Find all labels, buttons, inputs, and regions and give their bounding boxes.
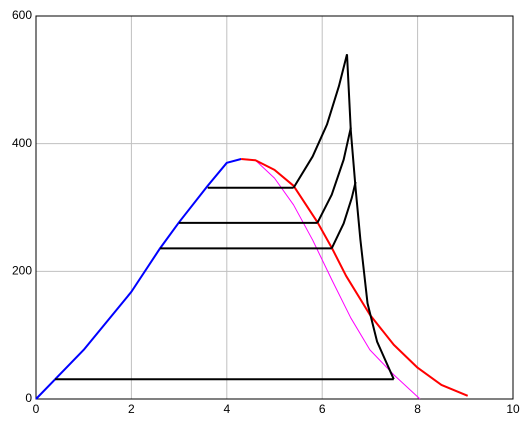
data-line [316, 127, 352, 224]
plot-frame [35, 15, 514, 400]
x-tick-label: 2 [128, 402, 135, 416]
data-line [330, 181, 357, 249]
x-tick-label: 6 [319, 402, 326, 416]
x-tick-label: 0 [33, 402, 40, 416]
y-tick-label: 200 [12, 264, 32, 278]
data-line [241, 157, 469, 397]
data-line [346, 54, 395, 380]
data-line [245, 158, 421, 400]
x-tick-label: 10 [506, 402, 520, 416]
x-tick-label: 8 [414, 402, 421, 416]
y-tick-label: 0 [25, 391, 32, 405]
data-line [292, 54, 348, 189]
data-line [35, 158, 242, 400]
y-tick-label: 400 [12, 136, 32, 150]
x-tick-label: 4 [223, 402, 230, 416]
y-tick-label: 600 [12, 8, 32, 22]
